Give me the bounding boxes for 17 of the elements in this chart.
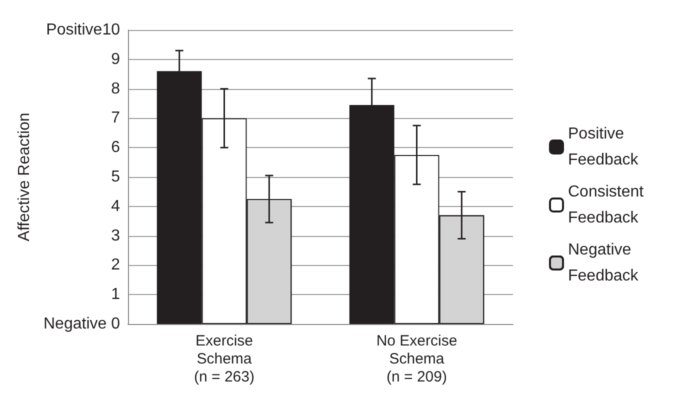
y-tick-label: 1 xyxy=(111,286,120,304)
y-tick-label: 9 xyxy=(111,50,120,68)
y-tick-label: 6 xyxy=(111,139,120,156)
y-tick-label: 4 xyxy=(111,198,120,215)
y-tick-label: 3 xyxy=(111,227,120,244)
legend-label: Positive Feedback xyxy=(568,126,640,168)
y-axis-title: Affective Reaction xyxy=(16,112,34,242)
x-tick-label: Exercise Schema (n = 263) xyxy=(194,332,254,386)
y-tick-label: 8 xyxy=(111,80,120,98)
legend-label: Consistent Feedback xyxy=(568,184,648,226)
x-tick-label: No Exercise Schema (n = 209) xyxy=(376,332,458,386)
y-tick-label: 7 xyxy=(111,110,120,127)
y-tick-label: Negative 0 xyxy=(44,316,120,332)
y-tick-label: 2 xyxy=(111,256,120,274)
y-tick-label: Positive10 xyxy=(46,22,120,38)
legend-label: Negative Feedback xyxy=(568,242,640,284)
y-tick-label: 5 xyxy=(111,168,120,186)
